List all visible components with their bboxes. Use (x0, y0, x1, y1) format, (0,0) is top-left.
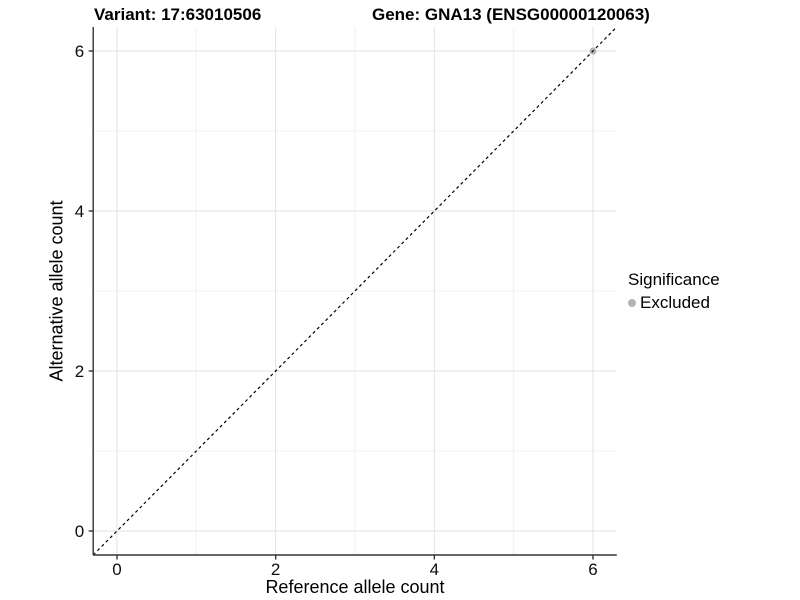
x-tick-label: 4 (430, 560, 439, 579)
y-axis-title: Alternative allele count (46, 200, 67, 382)
plot-title-gene: Gene: GNA13 (ENSG00000120063) (372, 5, 650, 24)
y-tick-label: 2 (75, 362, 84, 381)
excluded-point-icon (628, 299, 636, 307)
legend: Significance Excluded (628, 270, 720, 313)
x-tick-label: 2 (271, 560, 280, 579)
x-axis-title: Reference allele count (265, 577, 445, 597)
legend-title: Significance (628, 270, 720, 289)
y-tick-label: 4 (75, 202, 84, 221)
x-tick-label: 6 (588, 560, 597, 579)
y-tick-label: 0 (75, 522, 84, 541)
y-tick-label: 6 (75, 42, 84, 61)
x-tick-label: 0 (112, 560, 121, 579)
legend-entry-label: Excluded (640, 293, 710, 312)
identity-reference-line (92, 26, 618, 556)
legend-entry-excluded: Excluded (628, 293, 720, 313)
plot-title-variant: Variant: 17:63010506 (94, 5, 262, 24)
